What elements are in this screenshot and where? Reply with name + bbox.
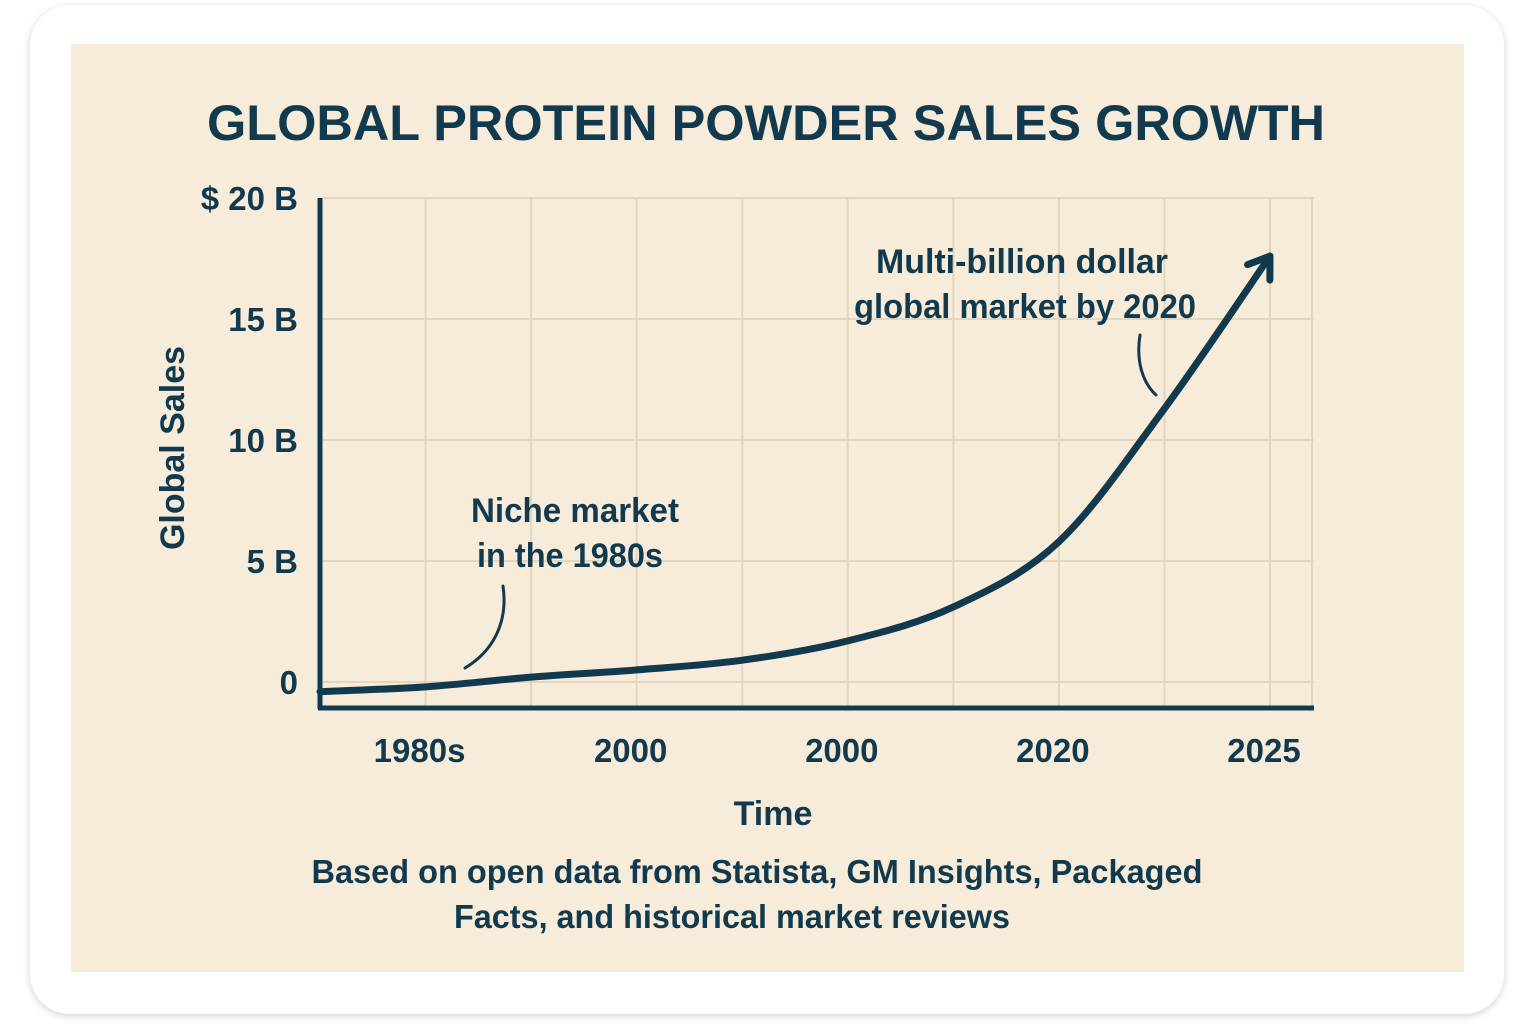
y-axis-label: Global Sales (154, 346, 192, 550)
series-line (316, 252, 1274, 696)
series-arrowhead (1244, 252, 1274, 284)
annotation-niche-leader (463, 584, 506, 670)
y-tick-label: 10 B (228, 422, 298, 459)
y-tick-label: 15 B (228, 301, 298, 338)
y-tick-labels: 0 5 B 10 B 15 B $ 20 B (201, 180, 298, 701)
x-tick-label: 2000 (805, 732, 878, 769)
annotation-niche-line2: in the 1980s (477, 537, 663, 575)
annotation-billion-line2: global market by 2020 (854, 288, 1196, 326)
annotation-billion-line1: Multi-billion dollar (876, 243, 1168, 281)
x-axis-label: Time (734, 795, 813, 833)
y-tick-label: 5 B (247, 543, 298, 580)
x-tick-label: 2000 (594, 732, 667, 769)
chart-title: GLOBAL PROTEIN POWDER SALES GROWTH (207, 95, 1325, 151)
footnote-line2: Facts, and historical market reviews (454, 898, 1010, 935)
x-tick-label: 1980s (374, 732, 466, 769)
x-tick-labels: 1980s 2000 2000 2020 2025 (374, 732, 1301, 769)
grid (322, 197, 1314, 706)
y-tick-label: 0 (280, 664, 298, 701)
x-tick-label: 2025 (1227, 732, 1300, 769)
x-tick-label: 2020 (1016, 732, 1089, 769)
footnote-line1: Based on open data from Statista, GM Ins… (312, 853, 1203, 890)
y-tick-label: $ 20 B (201, 180, 298, 217)
annotation-billion-leader (1137, 333, 1158, 397)
annotation-niche-line1: Niche market (471, 492, 679, 530)
